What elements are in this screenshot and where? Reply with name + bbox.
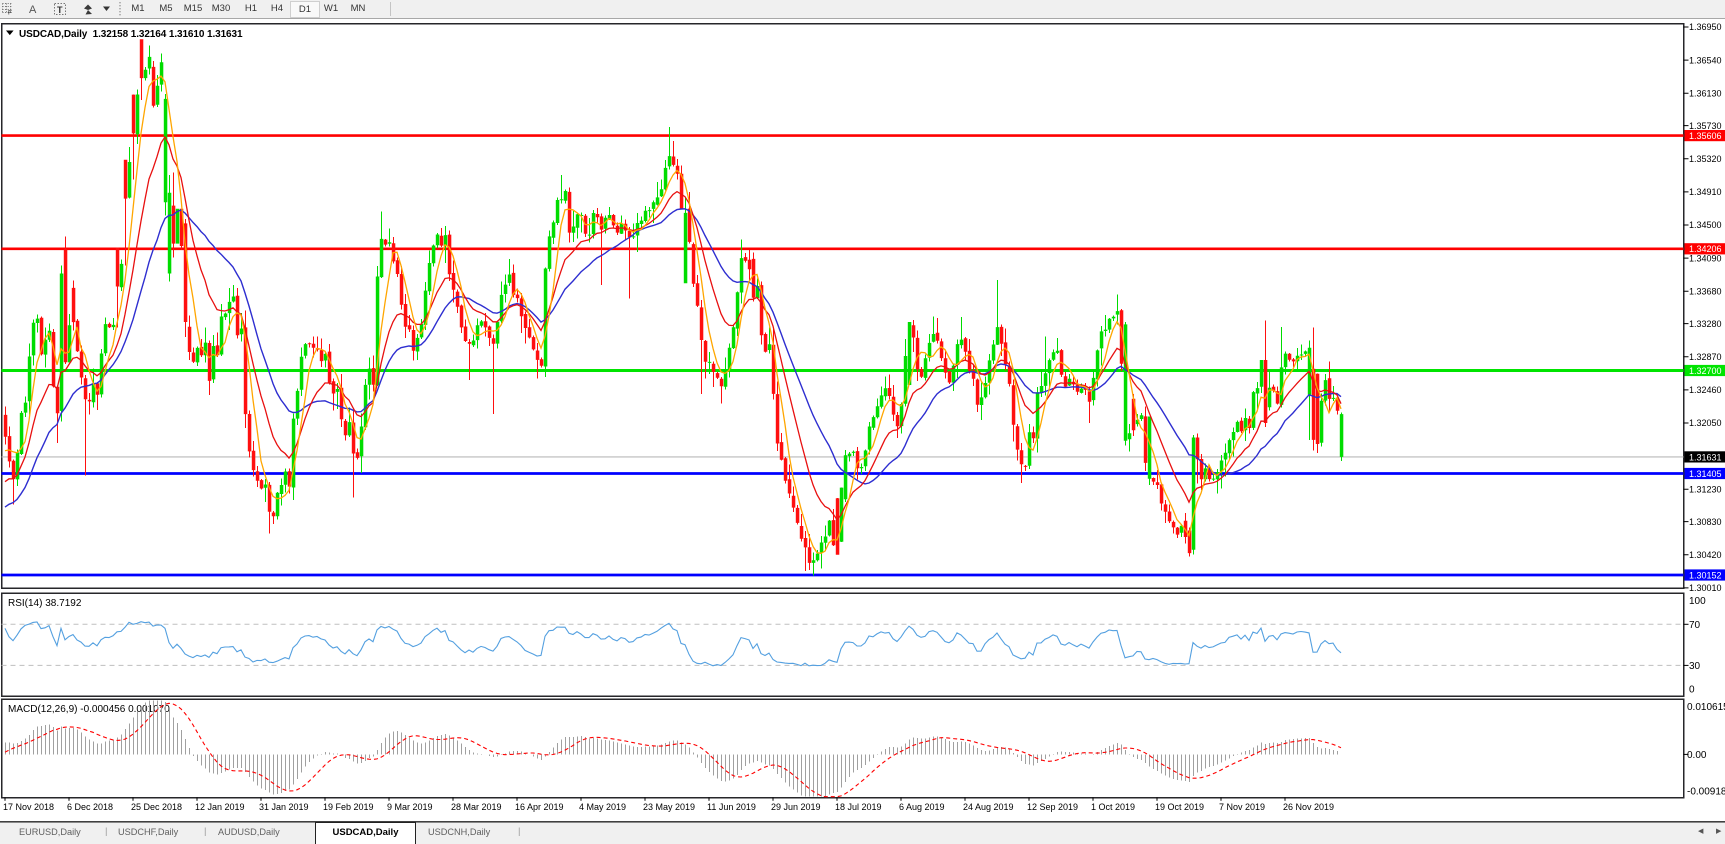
svg-text:1.34910: 1.34910 <box>1689 187 1722 197</box>
svg-text:19 Feb 2019: 19 Feb 2019 <box>323 802 374 812</box>
svg-text:6 Dec 2018: 6 Dec 2018 <box>67 802 113 812</box>
svg-text:F: F <box>8 10 12 17</box>
svg-text:0.0106150: 0.0106150 <box>1687 702 1725 713</box>
svg-text:6 Aug 2019: 6 Aug 2019 <box>899 802 945 812</box>
svg-text:100: 100 <box>1689 596 1706 607</box>
svg-text:1.30830: 1.30830 <box>1689 517 1722 527</box>
svg-text:1 Oct 2019: 1 Oct 2019 <box>1091 802 1135 812</box>
svg-text:16 Apr 2019: 16 Apr 2019 <box>515 802 564 812</box>
svg-text:12 Jan 2019: 12 Jan 2019 <box>195 802 245 812</box>
svg-text:12 Sep 2019: 12 Sep 2019 <box>1027 802 1078 812</box>
svg-text:70: 70 <box>1689 620 1701 631</box>
svg-text:USDCAD,Daily 1.32158 1.32164: USDCAD,Daily 1.32158 1.32164 1.31610 1.3… <box>19 29 243 40</box>
svg-text:1.30420: 1.30420 <box>1689 550 1722 560</box>
svg-text:-0.0091815: -0.0091815 <box>1687 787 1725 798</box>
svg-text:1.31230: 1.31230 <box>1689 485 1722 495</box>
svg-text:0.00: 0.00 <box>1687 750 1707 761</box>
svg-text:23 May 2019: 23 May 2019 <box>643 802 695 812</box>
svg-text:1.35730: 1.35730 <box>1689 121 1722 131</box>
svg-text:9 Mar 2019: 9 Mar 2019 <box>387 802 433 812</box>
svg-text:24 Aug 2019: 24 Aug 2019 <box>963 802 1014 812</box>
svg-text:11 Jun 2019: 11 Jun 2019 <box>707 802 756 812</box>
svg-text:1.33280: 1.33280 <box>1689 319 1722 329</box>
svg-text:1.36950: 1.36950 <box>1689 22 1722 32</box>
svg-text:1.34500: 1.34500 <box>1689 220 1722 230</box>
svg-text:7 Nov 2019: 7 Nov 2019 <box>1219 802 1265 812</box>
svg-text:1.32050: 1.32050 <box>1689 418 1722 428</box>
svg-text:1.36540: 1.36540 <box>1689 55 1722 65</box>
svg-text:A: A <box>29 4 37 16</box>
svg-text:RSI(14) 38.7192: RSI(14) 38.7192 <box>8 598 82 609</box>
svg-text:1.32700: 1.32700 <box>1689 366 1722 376</box>
svg-text:1.34206: 1.34206 <box>1689 244 1722 254</box>
svg-text:17 Nov 2018: 17 Nov 2018 <box>3 802 54 812</box>
svg-text:28 Mar 2019: 28 Mar 2019 <box>451 802 502 812</box>
svg-text:1.31405: 1.31405 <box>1689 469 1722 479</box>
svg-text:1.35320: 1.35320 <box>1689 154 1722 164</box>
svg-text:1.32460: 1.32460 <box>1689 385 1722 395</box>
svg-text:31 Jan 2019: 31 Jan 2019 <box>259 802 309 812</box>
svg-text:1.36130: 1.36130 <box>1689 89 1722 99</box>
svg-text:4 May 2019: 4 May 2019 <box>579 802 626 812</box>
svg-text:1.30152: 1.30152 <box>1689 570 1722 580</box>
svg-text:MACD(12,26,9) -0.000456 0.0010: MACD(12,26,9) -0.000456 0.001070 <box>8 704 170 715</box>
svg-text:1.30010: 1.30010 <box>1689 583 1722 593</box>
svg-text:19 Oct 2019: 19 Oct 2019 <box>1155 802 1204 812</box>
svg-text:1.35606: 1.35606 <box>1689 131 1722 141</box>
svg-text:1.31631: 1.31631 <box>1689 452 1722 462</box>
svg-text:25 Dec 2018: 25 Dec 2018 <box>131 802 182 812</box>
svg-text:1.34090: 1.34090 <box>1689 253 1722 263</box>
svg-text:26 Nov 2019: 26 Nov 2019 <box>1283 802 1334 812</box>
svg-text:1.33680: 1.33680 <box>1689 287 1722 297</box>
svg-text:1.32870: 1.32870 <box>1689 352 1722 362</box>
svg-text:0: 0 <box>1689 685 1695 696</box>
svg-text:18 Jul 2019: 18 Jul 2019 <box>835 802 882 812</box>
svg-text:29 Jun 2019: 29 Jun 2019 <box>771 802 821 812</box>
svg-text:30: 30 <box>1689 661 1701 672</box>
svg-text:T: T <box>57 5 63 15</box>
